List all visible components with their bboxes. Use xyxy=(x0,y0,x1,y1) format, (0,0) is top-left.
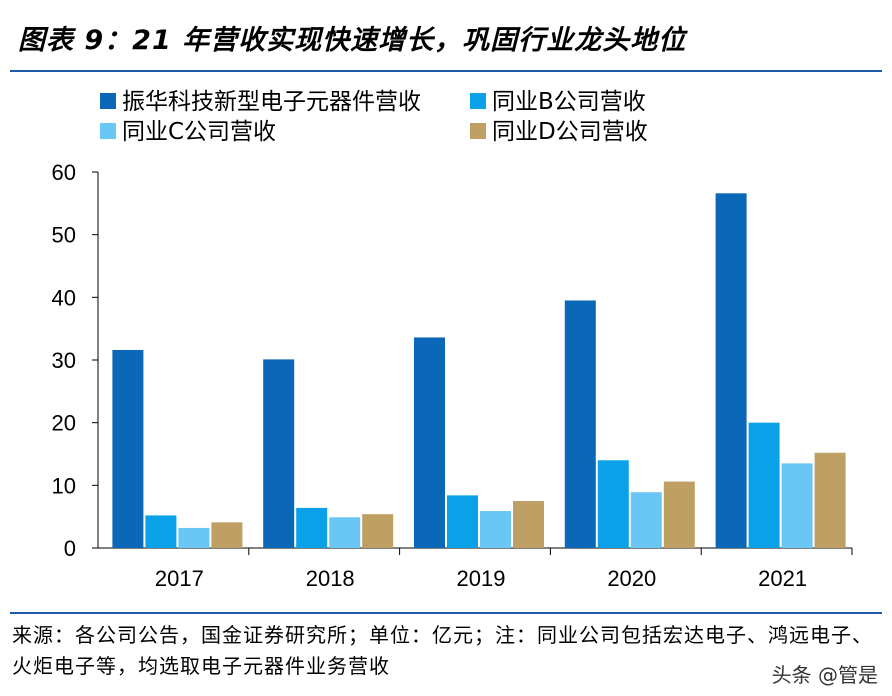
x-tick-label: 2019 xyxy=(457,566,506,591)
title-divider xyxy=(10,70,882,72)
x-tick-label: 2017 xyxy=(155,566,204,591)
legend-swatch-3 xyxy=(100,123,116,139)
legend-label-3: 同业C公司营收 xyxy=(122,119,276,145)
y-tick-label: 40 xyxy=(52,285,76,310)
bar-2019-s1 xyxy=(414,337,445,548)
bar-2017-s4 xyxy=(211,522,243,548)
bar-2017-s2 xyxy=(145,515,177,548)
chart-bars xyxy=(112,193,846,548)
bar-2018-s3 xyxy=(329,517,361,548)
bar-2018-s2 xyxy=(296,507,328,548)
source-note: 来源：各公司公告，国金证券研究所；单位：亿元；注：同业公司包括宏达电子、鸿远电子… xyxy=(12,623,873,678)
bar-2020-s1 xyxy=(564,300,596,548)
bar-2019-s3 xyxy=(480,511,511,548)
bar-2021-s1 xyxy=(715,193,747,548)
footer-divider xyxy=(10,612,882,614)
y-tick-label: 20 xyxy=(52,411,76,436)
bar-2020-s3 xyxy=(630,492,662,548)
bar-2018-s4 xyxy=(362,514,394,548)
bar-2019-s4 xyxy=(513,501,544,548)
legend-label-1: 振华科技新型电子元器件营收 xyxy=(122,89,421,115)
bar-2020-s2 xyxy=(597,460,629,548)
chart-axes: 0 10 20 30 40 50 60 2017 2018 2019 2020 2021 xyxy=(52,160,853,591)
bar-2018-s1 xyxy=(263,359,295,548)
x-tick-label: 2021 xyxy=(758,566,807,591)
y-tick-label: 0 xyxy=(64,536,76,561)
bar-2021-s4 xyxy=(814,452,846,548)
bar-2020-s4 xyxy=(663,481,695,548)
y-tick-label: 50 xyxy=(52,223,76,248)
bar-2021-s2 xyxy=(748,422,780,548)
x-tick-label: 2018 xyxy=(306,566,355,591)
x-tick-label: 2020 xyxy=(607,566,656,591)
bar-2021-s3 xyxy=(781,463,813,548)
legend-swatch-4 xyxy=(470,123,486,139)
legend-swatch-1 xyxy=(100,93,116,109)
y-tick-label: 60 xyxy=(52,160,76,185)
legend-label-4: 同业D公司营收 xyxy=(492,119,648,145)
y-tick-label: 10 xyxy=(52,473,76,498)
chart-title: 图表 9：21 年营收实现快速增长，巩固行业龙头地位 xyxy=(18,25,687,56)
y-tick-label: 30 xyxy=(52,348,76,373)
bar-2017-s3 xyxy=(178,527,210,548)
watermark: 头条 @管是 xyxy=(771,663,878,687)
legend-swatch-2 xyxy=(470,93,486,109)
bar-2017-s1 xyxy=(112,349,144,548)
bar-2019-s2 xyxy=(447,495,478,548)
legend-label-2: 同业B公司营收 xyxy=(492,89,646,115)
